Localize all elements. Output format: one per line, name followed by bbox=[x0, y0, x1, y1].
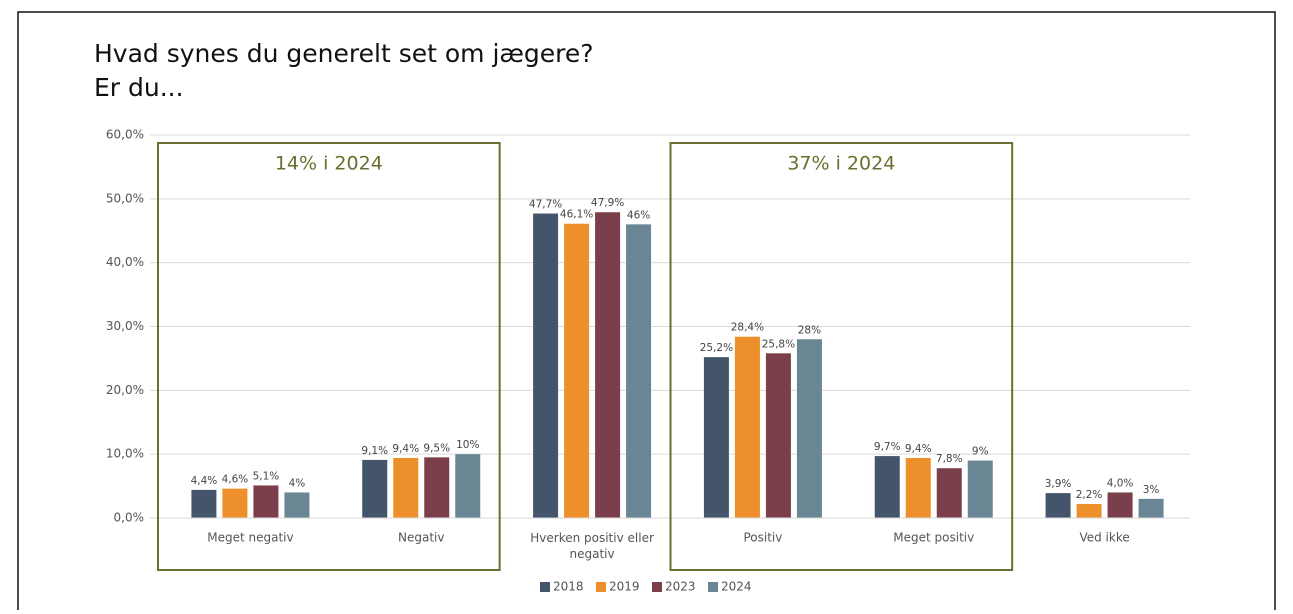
x-tick-label: Hverken positiv eller negativ bbox=[530, 531, 654, 561]
bar bbox=[1045, 493, 1071, 518]
value-label: 10% bbox=[456, 439, 479, 451]
annotation-box bbox=[157, 142, 501, 571]
bar bbox=[1076, 503, 1102, 518]
value-label: 9,7% bbox=[874, 441, 901, 453]
bar bbox=[765, 353, 791, 518]
value-label: 4% bbox=[289, 477, 306, 489]
chart-subtitle: Er du... bbox=[94, 73, 184, 102]
value-label: 2,2% bbox=[1076, 489, 1103, 501]
bar bbox=[905, 457, 931, 518]
bar bbox=[564, 223, 590, 518]
legend-swatch bbox=[708, 582, 718, 592]
value-label: 25,2% bbox=[700, 342, 733, 354]
y-tick-label: 20,0% bbox=[106, 383, 144, 397]
y-tick-label: 40,0% bbox=[106, 255, 144, 269]
bar bbox=[595, 212, 621, 518]
x-tick-label: Meget positiv bbox=[893, 531, 974, 545]
legend-swatch bbox=[596, 582, 606, 592]
legend-label: 2018 bbox=[553, 580, 584, 594]
value-label: 46% bbox=[627, 209, 650, 221]
annotation: 14% i 2024 bbox=[275, 153, 383, 175]
bar bbox=[967, 460, 993, 518]
y-tick-label: 10,0% bbox=[106, 447, 144, 461]
value-label: 7,8% bbox=[936, 453, 963, 465]
bar bbox=[1107, 492, 1133, 518]
x-tick-label: Positiv bbox=[743, 531, 782, 545]
value-label: 4,0% bbox=[1107, 477, 1134, 489]
value-label: 9,1% bbox=[361, 445, 388, 457]
value-label: 28,4% bbox=[731, 322, 764, 334]
bar bbox=[424, 457, 450, 518]
x-tick-label: Negativ bbox=[398, 531, 444, 545]
value-label: 4,4% bbox=[191, 475, 218, 487]
legend-label: 2024 bbox=[721, 580, 752, 594]
annotation: 37% i 2024 bbox=[787, 153, 895, 175]
y-tick-label: 60,0% bbox=[106, 128, 144, 142]
bar bbox=[626, 224, 652, 518]
y-tick-label: 50,0% bbox=[106, 191, 144, 205]
bar bbox=[1138, 498, 1164, 518]
bar bbox=[796, 339, 822, 518]
value-label: 3% bbox=[1143, 484, 1160, 496]
bar bbox=[362, 459, 388, 518]
bar bbox=[455, 454, 481, 518]
x-tick-label: Ved ikke bbox=[1079, 531, 1129, 545]
bar bbox=[703, 357, 729, 518]
value-label: 25,8% bbox=[762, 338, 795, 350]
value-label: 9% bbox=[972, 446, 989, 458]
frame bbox=[17, 11, 1276, 614]
value-label: 4,6% bbox=[222, 474, 249, 486]
value-label: 47,9% bbox=[591, 197, 624, 209]
x-tick-label: Meget negativ bbox=[207, 531, 293, 545]
legend-label: 2023 bbox=[665, 580, 696, 594]
value-label: 47,7% bbox=[529, 199, 562, 211]
chart-title: Hvad synes du generelt set om jægere? bbox=[94, 39, 594, 68]
value-label: 5,1% bbox=[253, 470, 280, 482]
annotation-box bbox=[669, 142, 1014, 571]
value-label: 9,5% bbox=[423, 442, 450, 454]
legend-swatch bbox=[540, 582, 550, 592]
y-tick-label: 30,0% bbox=[106, 319, 144, 333]
bar bbox=[191, 489, 217, 518]
bar bbox=[253, 485, 279, 518]
value-label: 9,4% bbox=[392, 443, 419, 455]
value-label: 46,1% bbox=[560, 209, 593, 221]
value-label: 9,4% bbox=[905, 443, 932, 455]
bar bbox=[936, 468, 962, 518]
value-label: 28% bbox=[798, 324, 821, 336]
y-tick-label: 0,0% bbox=[114, 511, 145, 525]
bar bbox=[734, 336, 760, 518]
bar bbox=[284, 492, 310, 518]
bar bbox=[393, 457, 419, 518]
legend-swatch bbox=[652, 582, 662, 592]
bar bbox=[222, 488, 248, 518]
value-label: 3,9% bbox=[1045, 478, 1072, 490]
bar bbox=[874, 456, 900, 518]
bar bbox=[533, 213, 559, 518]
legend-label: 2019 bbox=[609, 580, 640, 594]
